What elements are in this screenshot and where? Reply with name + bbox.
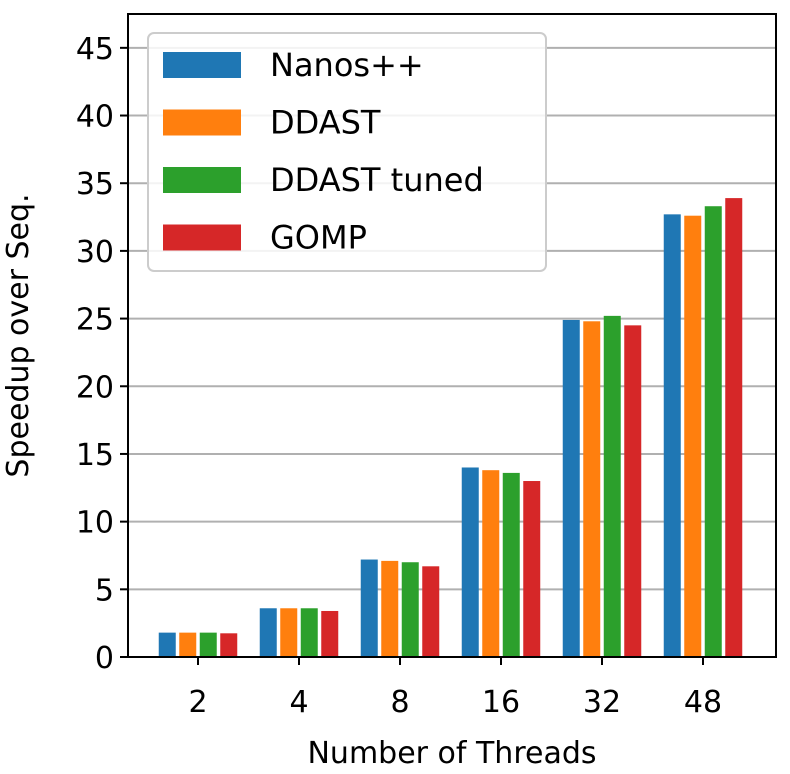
y-tick-label: 0 (95, 641, 114, 676)
y-tick-label: 5 (95, 573, 114, 608)
legend-swatch (163, 224, 241, 251)
legend-swatch (163, 109, 241, 136)
x-tick-label: 8 (390, 685, 409, 720)
y-tick-label: 10 (76, 506, 114, 541)
x-tick-label: 16 (482, 685, 520, 720)
bar-nanos--32 (562, 319, 580, 657)
bar-nanos--16 (461, 467, 479, 657)
bar-ddast-32 (583, 321, 601, 657)
plot-frame (127, 13, 777, 658)
bar-ddast-tuned-32 (603, 315, 621, 657)
bar-gomp-4 (321, 610, 339, 657)
x-tick-label: 2 (188, 685, 207, 720)
legend-swatch (163, 167, 241, 193)
legend: Nanos++ DDAST DDAST tuned GOMP (147, 32, 547, 272)
bar-ddast-4 (280, 608, 298, 657)
bar-gomp-32 (624, 325, 642, 657)
bar-nanos--48 (663, 214, 681, 657)
y-tick-label: 35 (76, 167, 114, 202)
bar-gomp-2 (220, 633, 238, 657)
legend-box (147, 32, 547, 272)
bar-ddast-2 (179, 632, 197, 657)
bars (158, 198, 743, 658)
bar-ddast-tuned-8 (401, 562, 419, 657)
bar-gomp-8 (422, 566, 440, 657)
y-tick-label: 15 (76, 438, 114, 473)
bar-nanos--4 (259, 608, 277, 657)
x-axis-ticks: 2 4 8 16 32 48 (188, 657, 722, 720)
x-axis-label: Number of Threads (307, 736, 596, 771)
legend-label: DDAST tuned (270, 161, 484, 199)
y-tick-label: 30 (76, 235, 114, 270)
legend-swatch (163, 52, 241, 78)
y-axis-ticks: 0 5 10 15 20 25 30 35 40 45 (76, 32, 128, 676)
bar-ddast-tuned-4 (300, 608, 318, 657)
bar-ddast-48 (684, 215, 702, 657)
y-tick-label: 20 (76, 370, 114, 405)
bar-nanos--8 (360, 559, 378, 657)
y-tick-label: 45 (76, 32, 114, 67)
bar-nanos--2 (158, 632, 176, 657)
bar-ddast-tuned-16 (502, 472, 520, 657)
bar-gomp-48 (725, 198, 743, 657)
x-tick-label: 32 (583, 685, 621, 720)
x-tick-label: 48 (684, 685, 722, 720)
legend-label: GOMP (270, 219, 367, 257)
bar-gomp-16 (523, 481, 541, 657)
y-tick-label: 40 (76, 100, 114, 135)
bar-ddast-8 (381, 560, 399, 657)
y-axis-label: Speedup over Seq. (1, 193, 36, 477)
bar-ddast-tuned-48 (704, 206, 722, 658)
legend-label: Nanos++ (270, 46, 424, 84)
x-tick-label: 4 (289, 685, 308, 720)
bar-ddast-16 (482, 470, 500, 657)
legend-label: DDAST (270, 104, 381, 142)
bar-ddast-tuned-2 (199, 632, 217, 657)
y-tick-label: 25 (76, 303, 114, 338)
